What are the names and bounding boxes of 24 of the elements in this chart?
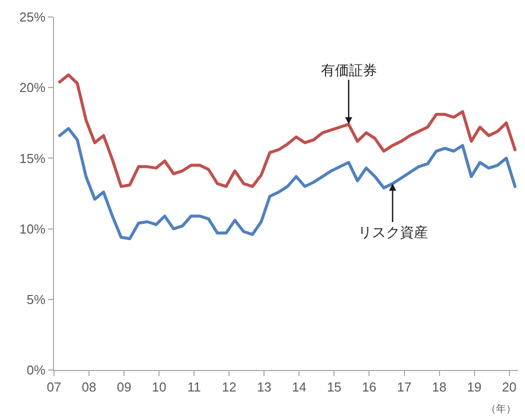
y-tick-label: 25%	[19, 10, 46, 25]
annotation: 有価証券	[321, 62, 377, 78]
y-tick-label: 5%	[26, 292, 46, 307]
x-tick-label: 12	[222, 380, 236, 395]
y-tick-label: 20%	[19, 80, 46, 96]
x-tick-label: 13	[256, 380, 272, 395]
x-tick-label: 16	[362, 380, 376, 395]
y-tick-label: 0%	[26, 362, 46, 378]
x-tick-label: 11	[187, 380, 201, 395]
x-tick-label: 19	[467, 380, 482, 395]
x-tick-label: 18	[432, 380, 447, 395]
x-tick-label: 09	[116, 380, 132, 395]
x-tick-label: 10	[152, 380, 166, 395]
x-tick-label: 14	[292, 380, 306, 395]
x-tick-label: 17	[397, 380, 412, 395]
x-tick-label: 07	[46, 380, 62, 395]
line-series	[58, 127, 517, 240]
y-tick-label: 10%	[19, 221, 46, 236]
annotation: リスク資産	[358, 224, 428, 240]
x-tick-label: 08	[82, 380, 96, 395]
x-tick-label: 20	[502, 380, 517, 395]
x-tick-label: 15	[326, 380, 342, 395]
text: （年）	[486, 403, 516, 415]
y-tick-label: 15%	[19, 150, 46, 166]
